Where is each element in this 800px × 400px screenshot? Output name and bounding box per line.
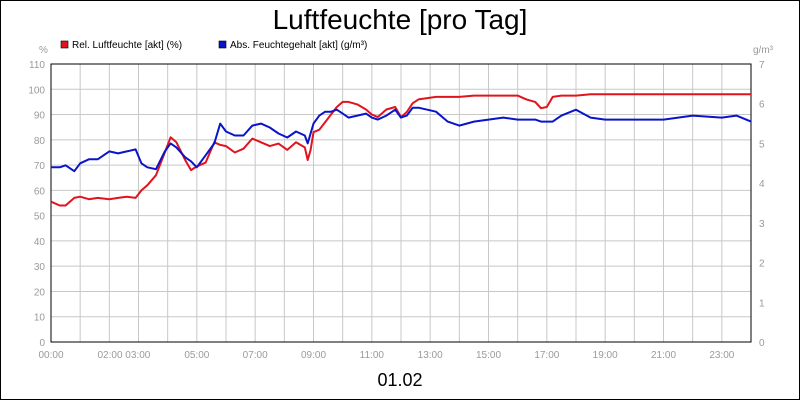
x-tick-label: 11:00 [360,350,385,361]
chart-title: Luftfeuchte [pro Tag] [273,4,528,35]
legend-label-1: Rel. Luftfeuchte [akt] (%) [72,40,182,51]
left-tick-label: 50 [34,212,46,223]
left-tick-label: 80 [34,136,46,147]
left-tick-label: 40 [34,237,46,248]
x-tick-label: 19:00 [593,350,618,361]
right-tick-label: 5 [759,139,765,150]
right-tick-label: 2 [759,259,765,270]
legend-label-2: Abs. Feuchtegehalt [akt] (g/m³) [230,40,367,51]
left-tick-label: 20 [34,287,46,298]
left-tick-label: 10 [34,313,46,324]
left-axis-unit: % [39,45,48,56]
legend-swatch-2 [218,40,227,49]
right-tick-label: 6 [759,100,765,111]
left-tick-label: 90 [34,111,46,122]
plot-area [50,93,752,207]
left-tick-label: 110 [29,60,45,71]
x-tick-label: 00:00 [38,350,63,361]
x-tick-label: 23:00 [709,350,734,361]
axes: 0 10 20 30 40 50 60 70 80 90 100 110 0 1 2 3 4 5 6 7 00:00 02… [28,60,765,361]
right-tick-label: 4 [759,179,765,190]
legend-swatch-1 [60,40,69,49]
x-tick-label: 07:00 [243,350,268,361]
right-tick-label: 3 [759,219,765,230]
series-line-2 [51,106,752,173]
left-tick-label: 30 [34,262,46,273]
date-label: 01.02 [377,370,422,390]
x-tick-label: 09:00 [301,350,326,361]
x-tick-label: 02:00 03:00 [98,350,151,361]
series-line-1 [50,93,751,207]
left-tick-label: 60 [34,186,46,197]
right-tick-label: 1 [759,298,765,309]
left-tick-label: 70 [34,161,46,172]
x-tick-label: 21:00 [651,350,676,361]
right-axis-unit: g/m³ [753,45,774,56]
grid [50,63,752,343]
legend: Rel. Luftfeuchte [akt] (%) Abs. Feuchtege… [60,40,367,51]
right-tick-label: 7 [759,60,765,71]
right-tick-label: 0 [759,338,765,349]
plot-border [50,63,752,343]
x-tick-label: 17:00 [534,350,559,361]
x-tick-label: 15:00 [476,350,501,361]
x-tick-label: 05:00 [184,350,209,361]
left-tick-label: 0 [39,338,45,349]
x-tick-label: 13:00 [418,350,443,361]
left-tick-label: 100 [28,85,45,96]
